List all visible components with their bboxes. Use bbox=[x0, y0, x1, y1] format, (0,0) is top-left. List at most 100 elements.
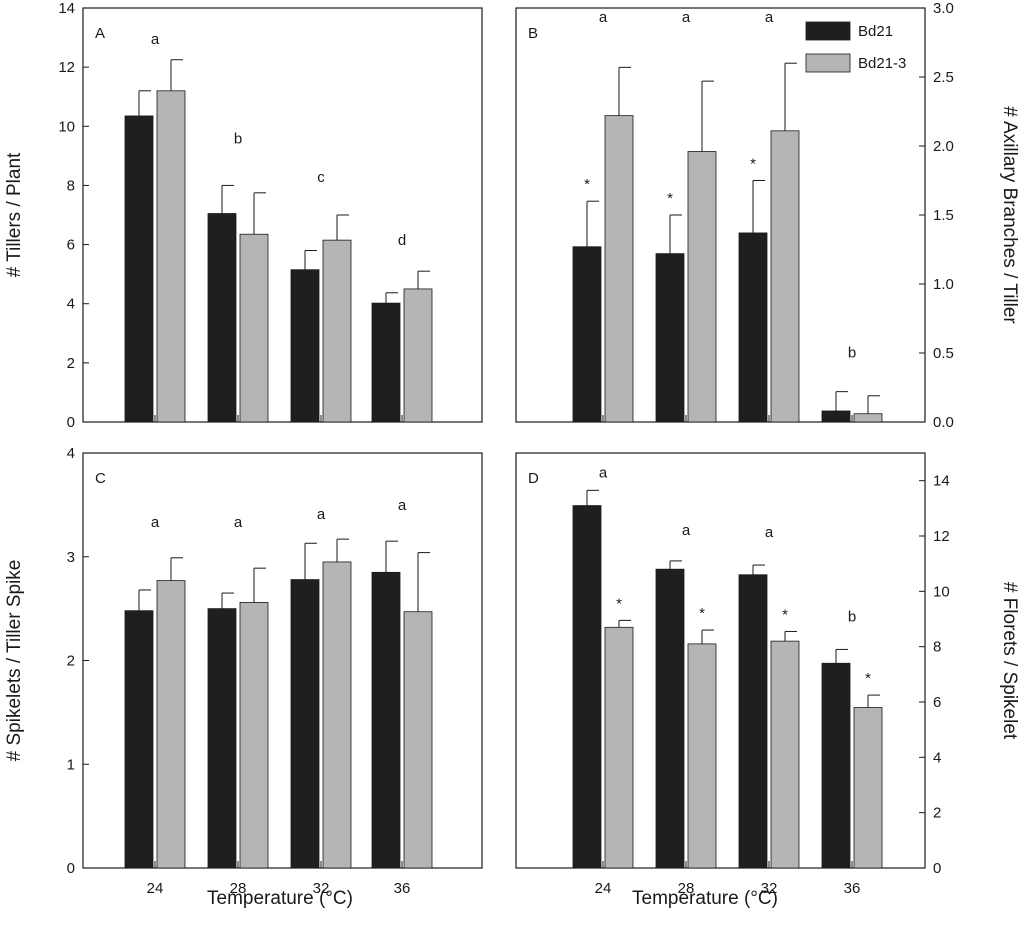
bar-bd21 bbox=[655, 253, 685, 423]
bar-bd21 bbox=[738, 574, 768, 869]
group-letter: a bbox=[599, 464, 608, 481]
y-axis-title: # Axillary Branches / Tiller bbox=[999, 106, 1020, 324]
panel-letter: D bbox=[528, 470, 539, 487]
significance-star: * bbox=[667, 190, 673, 207]
y-tick-label: 10 bbox=[58, 118, 75, 135]
bar-bd21 bbox=[207, 608, 237, 869]
y-tick-label: 0.5 bbox=[933, 345, 954, 362]
legend-label: Bd21 bbox=[858, 23, 893, 40]
group-letter: a bbox=[398, 497, 407, 514]
x-tick-label: 28 bbox=[678, 880, 695, 897]
bar-bd21-3 bbox=[687, 643, 717, 869]
y-tick-label: 2 bbox=[67, 653, 75, 670]
y-tick-label: 10 bbox=[933, 583, 950, 600]
bar-bd21-3 bbox=[604, 115, 634, 423]
significance-star: * bbox=[865, 670, 871, 687]
panel-letter: B bbox=[528, 25, 538, 42]
group-letter: a bbox=[765, 9, 774, 26]
group-letter: b bbox=[848, 608, 856, 625]
bar-bd21-3 bbox=[322, 239, 352, 423]
y-tick-label: 1 bbox=[67, 756, 75, 773]
bar-bd21 bbox=[821, 410, 851, 423]
y-tick-label: 1.0 bbox=[933, 276, 954, 293]
bar-bd21-3 bbox=[853, 707, 883, 869]
bar-bd21-3 bbox=[239, 233, 269, 423]
y-tick-label: 0.0 bbox=[933, 414, 954, 431]
panel-letter: C bbox=[95, 470, 106, 487]
panel-c: 0 1 2 3 4 # Spikelets / Tiller Spike Ca a a a 24 28… bbox=[4, 445, 483, 897]
bar-bd21-3 bbox=[239, 602, 269, 869]
group-letter: d bbox=[398, 232, 406, 249]
x-tick-label: 32 bbox=[761, 880, 778, 897]
bar-bd21 bbox=[821, 662, 851, 869]
y-tick-label: 6 bbox=[933, 694, 941, 711]
bar-bd21-3 bbox=[403, 288, 433, 423]
y-axis-title: # Spikelets / Tiller Spike bbox=[4, 560, 25, 762]
y-tick-label: 4 bbox=[933, 749, 941, 766]
panel-b: 0.0 0.5 1.0 1.5 2.0 2.5 3.0 # Axillary Branches… bbox=[515, 0, 1020, 431]
x-tick-label: 24 bbox=[147, 880, 164, 897]
group-letter: a bbox=[599, 9, 608, 26]
group-letter: a bbox=[317, 506, 326, 523]
bar-bd21-3 bbox=[853, 413, 883, 423]
legend-swatch bbox=[805, 53, 851, 73]
group-letter: a bbox=[765, 524, 774, 541]
bar-bd21 bbox=[572, 505, 602, 869]
y-tick-label: 0 bbox=[933, 860, 941, 877]
bar-bd21-3 bbox=[770, 130, 800, 423]
x-tick-label: 32 bbox=[313, 880, 330, 897]
group-letter: c bbox=[317, 169, 325, 186]
legend-label: Bd21-3 bbox=[858, 55, 906, 72]
significance-star: * bbox=[699, 605, 705, 622]
plot-frame bbox=[82, 7, 483, 423]
group-letter: b bbox=[848, 345, 856, 362]
bar-bd21 bbox=[290, 579, 320, 869]
y-tick-label: 4 bbox=[67, 445, 75, 462]
x-tick-label: 28 bbox=[230, 880, 247, 897]
y-tick-label: 2 bbox=[933, 805, 941, 822]
bar-bd21 bbox=[655, 568, 685, 869]
significance-star: * bbox=[782, 606, 788, 623]
panel-a: 0 2 4 6 8 10 12 14 # Tillers / Plant A a b c d bbox=[4, 0, 483, 431]
y-tick-label: 8 bbox=[67, 177, 75, 194]
y-tick-label: 1.5 bbox=[933, 207, 954, 224]
bar-bd21 bbox=[738, 232, 768, 423]
y-tick-label: 14 bbox=[58, 0, 75, 17]
group-letter: a bbox=[151, 514, 160, 531]
bar-bd21-3 bbox=[322, 561, 352, 869]
bar-bd21-3 bbox=[604, 626, 634, 869]
y-tick-label: 0 bbox=[67, 414, 75, 431]
legend-swatch bbox=[805, 21, 851, 41]
y-tick-label: 0 bbox=[67, 860, 75, 877]
bar-bd21-3 bbox=[156, 580, 186, 869]
y-axis-title: # Florets / Spikelet bbox=[999, 582, 1020, 740]
y-tick-label: 2 bbox=[67, 355, 75, 372]
y-axis-title: # Tillers / Plant bbox=[4, 152, 25, 277]
x-axis-title-left: Temperature (°C) bbox=[207, 888, 353, 909]
panel-letter: A bbox=[95, 25, 105, 42]
bar-bd21 bbox=[290, 269, 320, 423]
y-tick-label: 2.5 bbox=[933, 69, 954, 86]
y-tick-label: 2.0 bbox=[933, 138, 954, 155]
significance-star: * bbox=[750, 156, 756, 173]
y-tick-label: 8 bbox=[933, 639, 941, 656]
bar-bd21 bbox=[207, 213, 237, 423]
group-letter: b bbox=[234, 130, 242, 147]
bar-bd21 bbox=[124, 115, 154, 423]
bar-bd21-3 bbox=[687, 151, 717, 423]
group-letter: a bbox=[151, 31, 160, 48]
y-tick-label: 4 bbox=[67, 296, 75, 313]
bar-bd21 bbox=[572, 246, 602, 423]
y-tick-label: 12 bbox=[58, 59, 75, 76]
x-tick-label: 36 bbox=[844, 880, 861, 897]
y-tick-label: 12 bbox=[933, 528, 950, 545]
group-letter: a bbox=[682, 522, 691, 539]
bar-bd21-3 bbox=[403, 611, 433, 869]
x-tick-label: 36 bbox=[394, 880, 411, 897]
group-letter: a bbox=[682, 9, 691, 26]
group-letter: a bbox=[234, 514, 243, 531]
bar-bd21-3 bbox=[770, 640, 800, 869]
significance-star: * bbox=[616, 595, 622, 612]
